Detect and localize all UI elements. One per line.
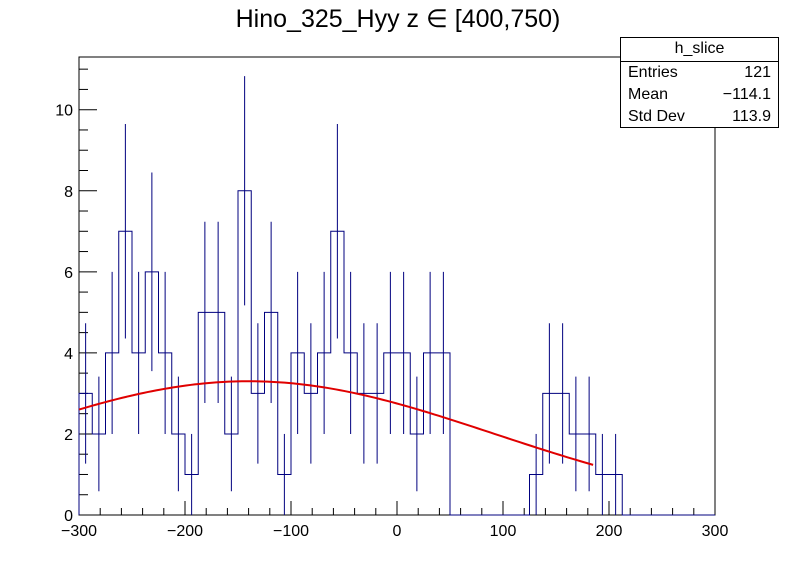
stats-value-mean: −114.1 <box>722 86 771 103</box>
gaussian-fit-curve <box>78 380 594 466</box>
error-bars <box>85 76 617 515</box>
axis-ticks <box>78 68 716 516</box>
y-tick-label: 8 <box>64 184 73 201</box>
stats-row-mean: Mean −114.1 <box>621 84 778 106</box>
stats-label-mean: Mean <box>628 86 669 103</box>
stats-value-entries: 121 <box>744 64 771 81</box>
y-tick-label: 4 <box>64 346 73 363</box>
stats-row-stddev: Std Dev 113.9 <box>621 106 778 128</box>
x-tick-label: −100 <box>273 523 309 540</box>
x-tick-label: −200 <box>167 523 203 540</box>
y-tick-label: 2 <box>64 427 73 444</box>
histogram-outline <box>78 190 715 516</box>
y-tick-label: 10 <box>55 103 73 120</box>
stats-label-entries: Entries <box>628 64 678 81</box>
y-tick-label: 6 <box>64 265 73 282</box>
chart-title: Hino_325_Hyy z ∈ [400,750) <box>235 5 561 33</box>
x-tick-label: −300 <box>61 523 97 540</box>
stats-label-stddev: Std Dev <box>628 108 685 125</box>
y-tick-label: 0 <box>64 508 73 525</box>
stats-box: h_slice Entries 121 Mean −114.1 Std Dev … <box>620 37 779 128</box>
x-tick-label: 100 <box>490 523 517 540</box>
stats-value-stddev: 113.9 <box>732 108 771 125</box>
stats-row-entries: Entries 121 <box>621 62 778 84</box>
stats-box-name: h_slice <box>621 38 778 62</box>
x-tick-label: 0 <box>393 523 402 540</box>
x-tick-label: 300 <box>702 523 729 540</box>
axis-tick-labels: −300 −200 −100 0 100 200 300 0 2 4 6 8 10 <box>55 103 728 540</box>
x-tick-label: 200 <box>596 523 623 540</box>
